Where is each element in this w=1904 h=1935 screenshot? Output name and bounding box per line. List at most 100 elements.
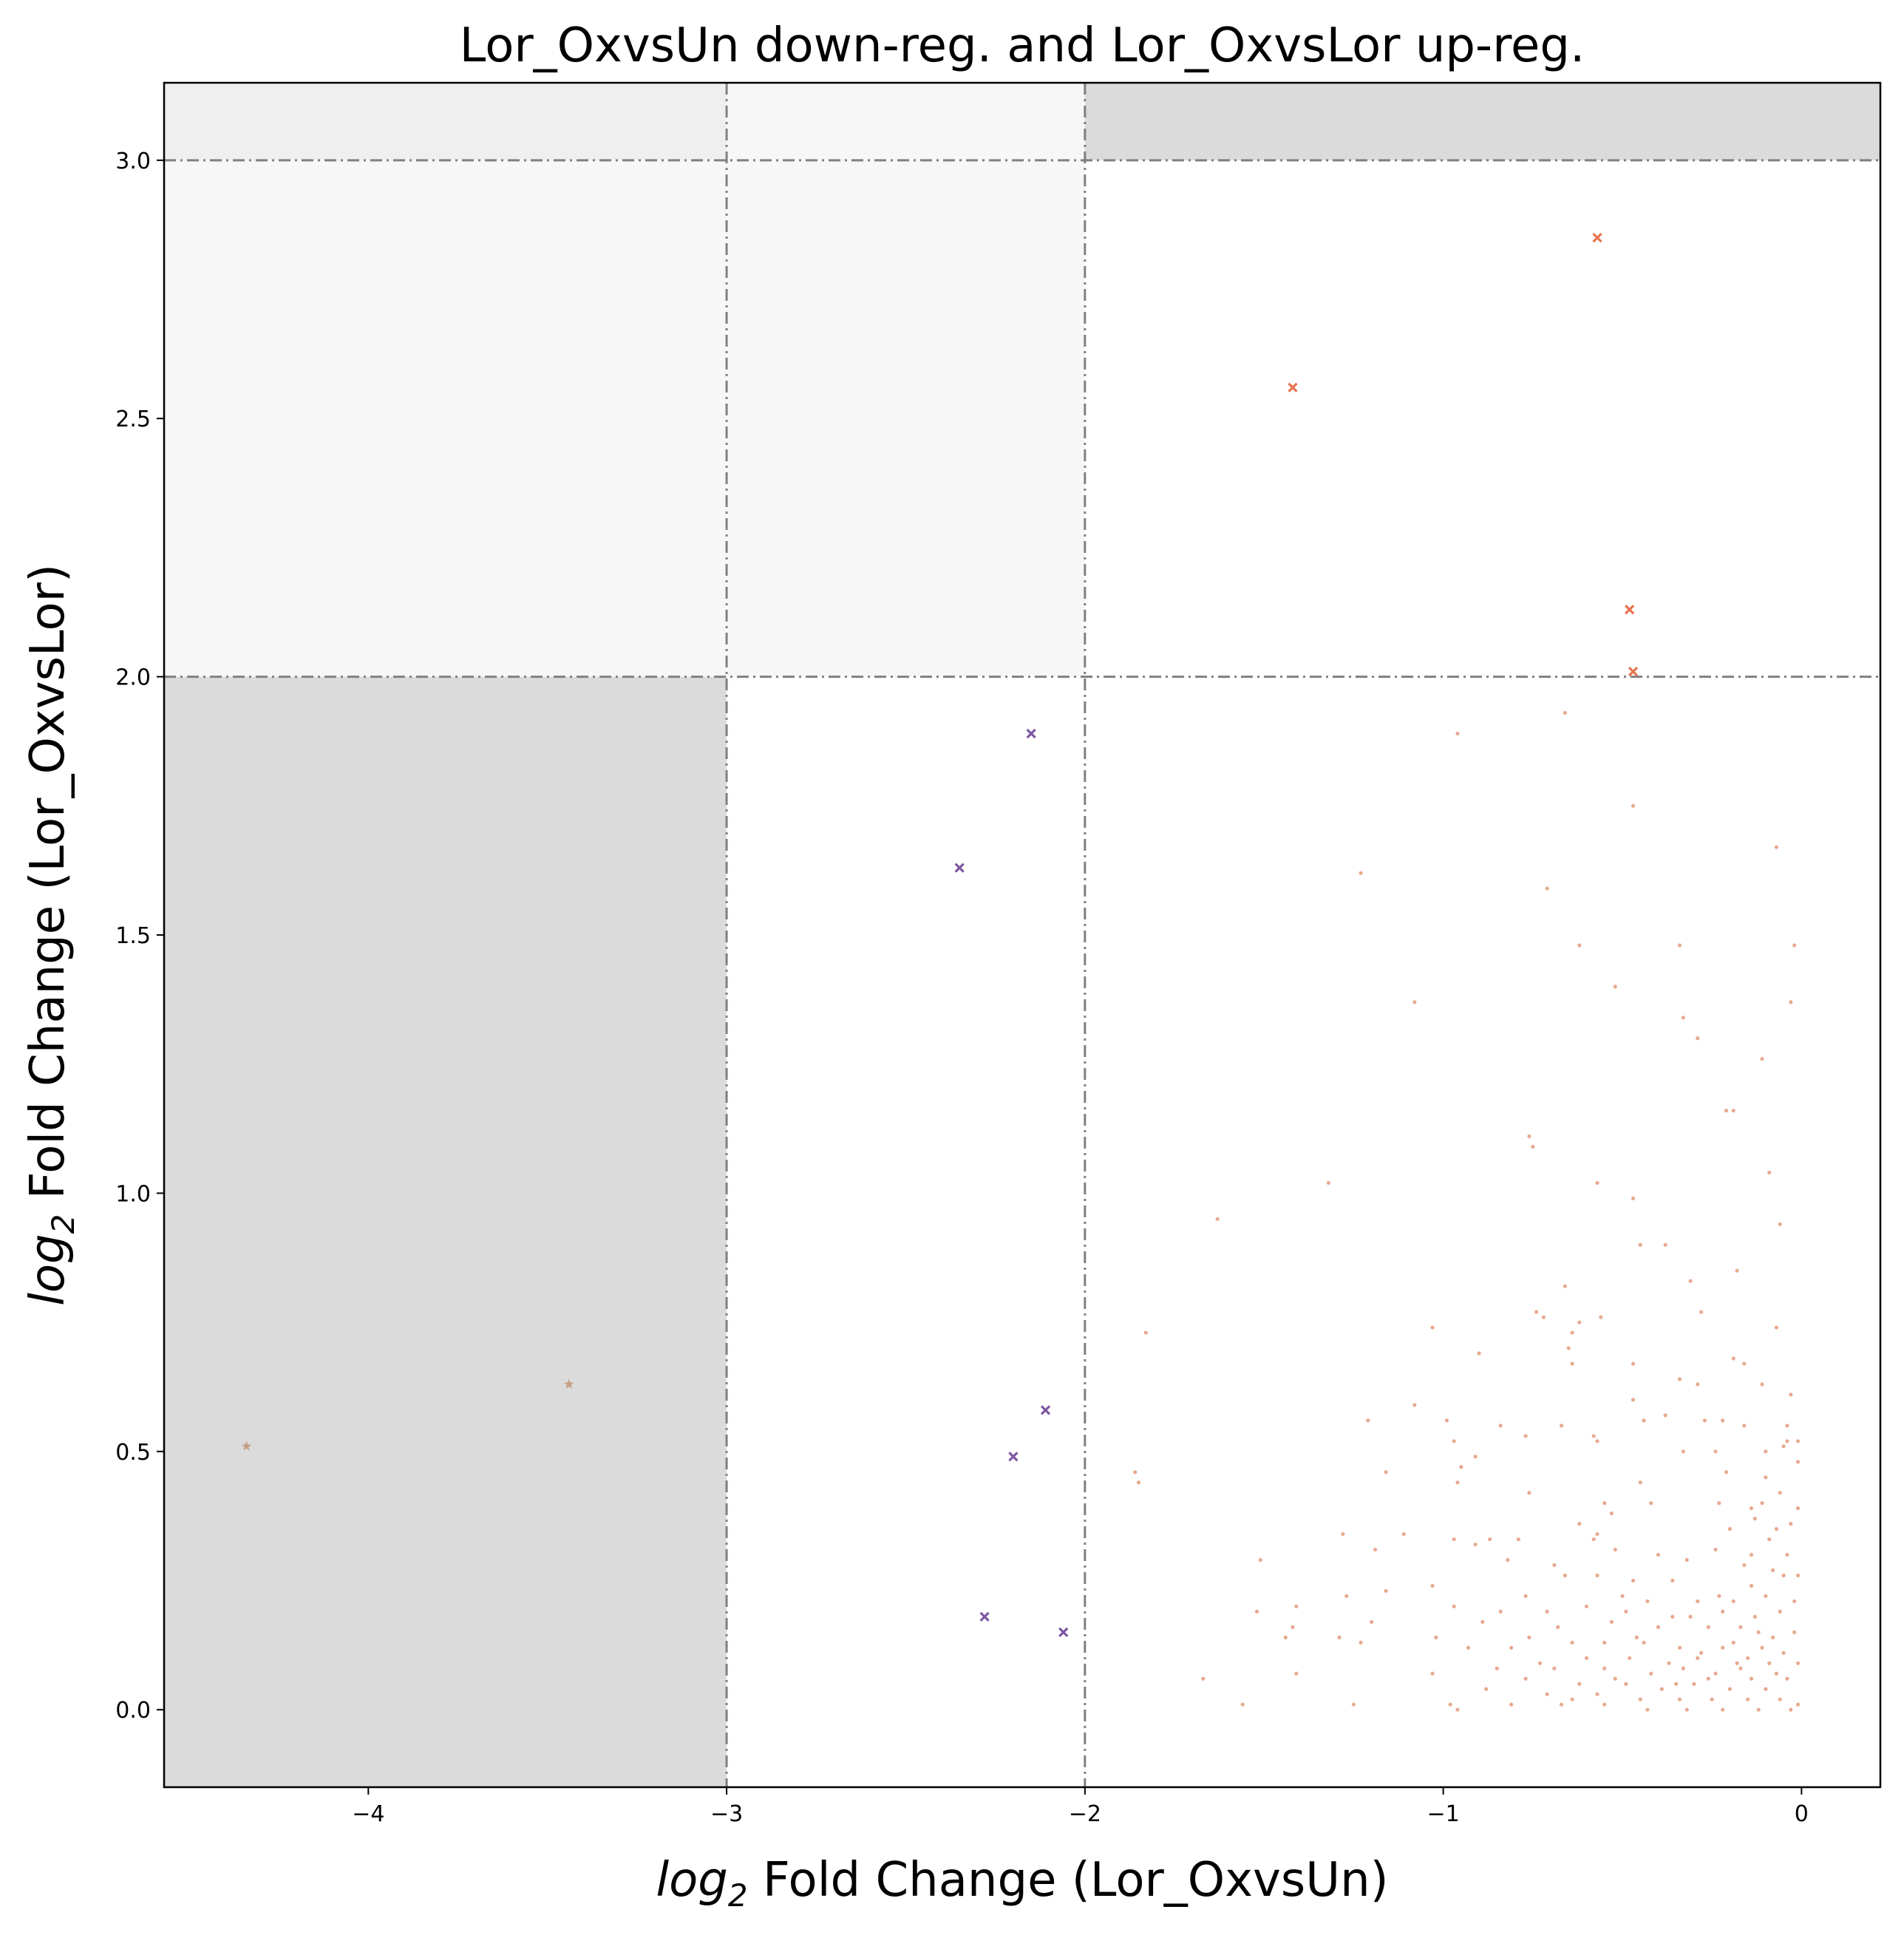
data-point	[1684, 1707, 1689, 1712]
data-point	[1448, 1702, 1452, 1707]
data-point	[1577, 1681, 1582, 1686]
data-point	[1738, 1625, 1743, 1629]
y-tick-label: 2.0	[115, 665, 151, 691]
data-point	[1789, 1000, 1793, 1004]
y-tick-label: 1.5	[115, 923, 151, 949]
data-point	[1563, 710, 1568, 715]
data-point	[1663, 1242, 1667, 1247]
data-point	[1294, 1604, 1299, 1609]
shaded-region	[164, 160, 727, 677]
data-point	[1742, 1562, 1747, 1568]
data-point	[1770, 1635, 1775, 1639]
data-point	[1473, 1455, 1478, 1459]
data-point	[1699, 1310, 1704, 1314]
data-point	[1563, 1573, 1568, 1578]
chart-title: Lor_OxvsUn down-reg. and Lor_OxvsLor up-…	[460, 18, 1585, 73]
data-point	[1459, 1465, 1463, 1469]
data-point	[1609, 1511, 1614, 1516]
data-point	[1370, 1619, 1374, 1624]
data-point	[1556, 1625, 1560, 1629]
x-tick-label: 0	[1795, 1801, 1809, 1827]
data-point	[1767, 1537, 1772, 1542]
data-point	[1283, 1635, 1288, 1639]
data-point	[1721, 1418, 1725, 1423]
data-point	[1645, 1707, 1650, 1712]
y-tick-label: 0.5	[115, 1440, 151, 1466]
data-point	[1591, 1537, 1596, 1542]
data-point	[1731, 1356, 1735, 1361]
data-point	[1570, 1640, 1574, 1645]
data-point-cross	[1625, 605, 1635, 615]
axis-ticks: −4 −3 −2 −1 0 0.0 0.5 1.0 1.5 2.0 2.5 3.0	[115, 149, 1809, 1827]
data-point	[1455, 731, 1460, 736]
data-point-cross	[1628, 666, 1639, 677]
data-point	[1516, 1537, 1520, 1542]
data-point	[1642, 1640, 1646, 1645]
data-point	[1201, 1676, 1206, 1681]
data-point	[1602, 1702, 1607, 1707]
x-tick-label: −1	[1427, 1801, 1459, 1827]
data-point	[1351, 1702, 1356, 1707]
data-point	[1752, 1614, 1757, 1619]
data-point	[1760, 1382, 1764, 1387]
data-point	[1595, 1531, 1599, 1537]
data-point	[1602, 1666, 1607, 1670]
data-point-cross	[1026, 728, 1036, 739]
data-point	[1484, 1687, 1489, 1691]
data-point	[1509, 1645, 1514, 1650]
data-point	[1631, 1196, 1636, 1200]
data-point	[1649, 1501, 1653, 1506]
data-point	[1384, 1588, 1388, 1594]
data-point	[1541, 1315, 1546, 1319]
data-point	[1764, 1449, 1768, 1454]
data-point-star	[564, 1378, 574, 1389]
data-point	[1756, 1707, 1761, 1712]
data-point	[1778, 1609, 1782, 1614]
data-point	[1473, 1542, 1478, 1547]
shaded-regions	[164, 83, 1880, 1787]
data-point	[1713, 1449, 1718, 1454]
x-tick-label: −4	[352, 1801, 384, 1827]
data-point	[1509, 1702, 1514, 1707]
shaded-region	[164, 83, 727, 160]
data-point	[1552, 1562, 1557, 1568]
data-point	[1696, 1036, 1700, 1041]
data-point	[1742, 1424, 1747, 1428]
data-point	[1570, 1361, 1574, 1366]
data-point	[1656, 1552, 1661, 1557]
data-point	[1696, 1382, 1700, 1387]
data-point-cross	[1288, 382, 1298, 392]
data-point	[1495, 1666, 1499, 1670]
y-tick-label: 1.0	[115, 1181, 151, 1207]
data-point	[1628, 1656, 1632, 1660]
data-point	[1613, 1676, 1617, 1681]
data-point	[1731, 1640, 1735, 1645]
data-point	[1781, 1444, 1786, 1449]
data-point	[1795, 1573, 1801, 1578]
data-point	[1795, 1661, 1801, 1665]
data-point	[1366, 1418, 1370, 1423]
data-point	[1774, 1671, 1779, 1676]
data-point	[1401, 1531, 1406, 1537]
data-point	[1670, 1578, 1675, 1583]
shaded-region	[727, 83, 1085, 677]
data-point	[1659, 1687, 1664, 1691]
data-point	[1645, 1599, 1650, 1604]
data-point	[1684, 1557, 1689, 1562]
data-point	[1602, 1640, 1607, 1645]
data-point	[1778, 1491, 1782, 1495]
data-point	[1570, 1330, 1574, 1335]
data-point	[1778, 1697, 1782, 1701]
data-point	[1215, 1217, 1220, 1221]
x-axis-label: log2 Fold Change (Lor_OxvsUn)	[656, 1853, 1388, 1914]
data-point	[1430, 1325, 1435, 1330]
data-point	[1713, 1547, 1718, 1552]
data-point	[1384, 1470, 1388, 1475]
data-point	[1767, 1661, 1772, 1665]
data-point	[1670, 1614, 1675, 1619]
data-point	[1638, 1480, 1642, 1485]
data-point	[1785, 1552, 1789, 1557]
data-points	[241, 233, 1801, 1712]
data-point	[1688, 1614, 1693, 1619]
data-point	[1584, 1604, 1589, 1609]
